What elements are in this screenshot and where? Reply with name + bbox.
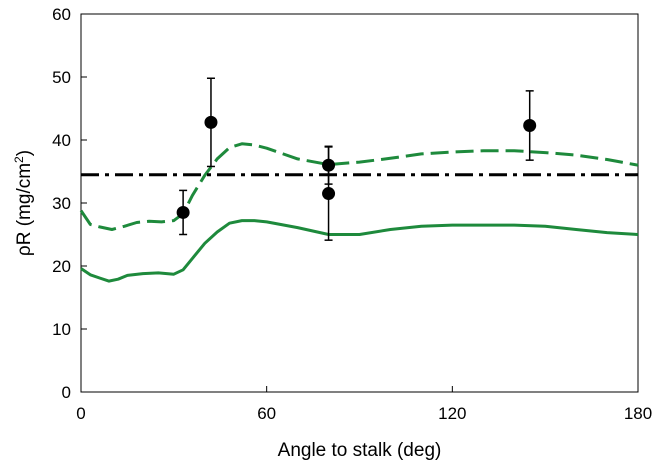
data-point bbox=[523, 119, 537, 133]
y-tick-label: 60 bbox=[52, 5, 71, 24]
y-axis-title-close: ) bbox=[14, 150, 35, 156]
data-point bbox=[322, 187, 336, 201]
y-tick-label: 20 bbox=[52, 257, 71, 276]
points-layer bbox=[176, 77, 537, 241]
y-tick-label: 50 bbox=[52, 68, 71, 87]
data-point bbox=[204, 115, 218, 129]
y-tick-label: 30 bbox=[52, 194, 71, 213]
y-tick-label: 40 bbox=[52, 131, 71, 150]
data-point-group bbox=[523, 90, 537, 161]
y-axis-title-sup: 2 bbox=[12, 156, 26, 163]
y-tick-label: 0 bbox=[62, 383, 71, 402]
data-point-group bbox=[204, 77, 218, 168]
x-tick-label: 120 bbox=[438, 404, 466, 423]
series-line-solid bbox=[80, 219, 639, 283]
y-axis-title: ρR (mg/cm2) bbox=[12, 150, 35, 256]
plot-frame bbox=[80, 13, 639, 393]
series-line-dashed bbox=[79, 142, 639, 231]
y-axis-ticks: 0 10 20 30 40 50 60 bbox=[52, 5, 87, 402]
x-axis-ticks: 0 60 120 180 bbox=[76, 386, 652, 423]
series-layer bbox=[79, 142, 639, 283]
x-tick-label: 180 bbox=[624, 404, 652, 423]
y-tick-label: 10 bbox=[52, 320, 71, 339]
data-point-group bbox=[176, 189, 190, 236]
data-point bbox=[176, 205, 190, 219]
y-axis-title-main: ρR (mg/cm bbox=[14, 163, 35, 256]
x-tick-label: 0 bbox=[76, 404, 85, 423]
x-axis-title: Angle to stalk (deg) bbox=[278, 440, 442, 461]
data-point-group bbox=[322, 146, 336, 241]
x-tick-label: 60 bbox=[257, 404, 276, 423]
